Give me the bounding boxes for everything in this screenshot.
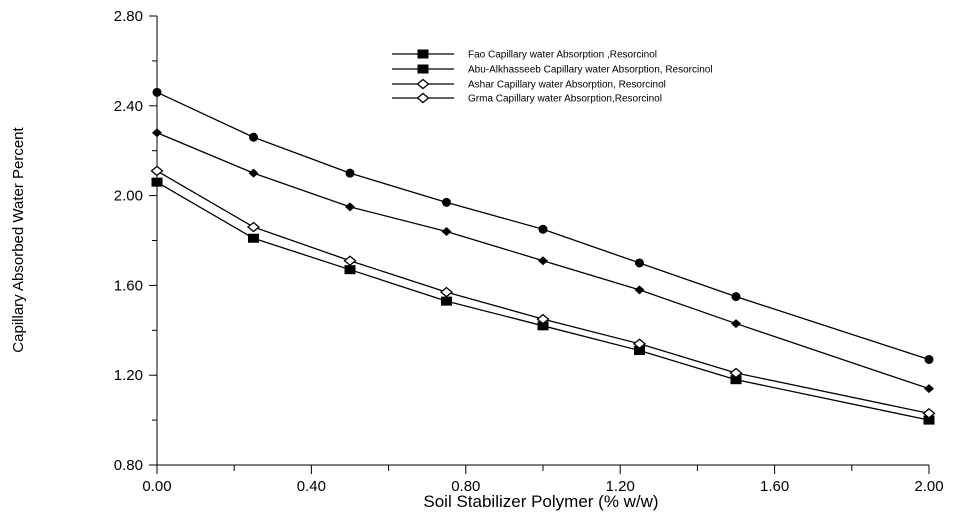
legend-item: Fao Capillary water Absorption ,Resorcin…	[392, 49, 657, 61]
data-point	[441, 227, 452, 237]
y-tick-label: 0.80	[114, 457, 143, 474]
y-tick-label: 2.00	[114, 188, 143, 205]
data-point	[345, 202, 355, 212]
y-tick-label: 1.20	[114, 367, 143, 384]
data-point	[922, 408, 936, 419]
legend-marker	[417, 49, 429, 59]
x-tick-label: 2.00	[914, 478, 943, 495]
data-point	[344, 265, 356, 275]
data-point	[730, 375, 742, 385]
legend-label: Abu-Alkhasseeb Capillary water Absorptio…	[468, 65, 713, 76]
legend-item: Abu-Alkhasseeb Capillary water Absorptio…	[392, 64, 713, 76]
data-point	[536, 313, 550, 325]
data-point	[923, 415, 935, 425]
data-point	[248, 233, 259, 243]
data-point	[634, 346, 645, 356]
data-point	[634, 285, 645, 295]
legend: Fao Capillary water Absorption ,Resorcin…	[392, 49, 713, 105]
series-3	[152, 128, 934, 394]
data-point	[442, 197, 451, 207]
x-tick-label: 1.60	[760, 478, 789, 495]
legend-label: Grma Capillary water Absorption,Resorcin…	[468, 94, 662, 105]
series-layer	[150, 87, 936, 425]
legend-item: Grma Capillary water Absorption,Resorcin…	[392, 92, 662, 105]
data-point	[441, 296, 452, 306]
x-tick-label: 1.20	[606, 478, 635, 495]
data-point	[924, 354, 934, 364]
legend-marker	[416, 78, 430, 90]
legend-marker	[416, 92, 430, 104]
x-tick-label: 0.80	[451, 478, 480, 495]
data-point	[345, 168, 355, 178]
series-line	[156, 91, 930, 361]
data-point	[632, 338, 647, 350]
series-4	[152, 87, 934, 364]
series-line	[156, 170, 930, 415]
data-point	[538, 256, 548, 266]
y-axis-title: Capillary Absorbed Water Percent	[10, 126, 27, 352]
legend-item: Ashar Capillary water Absorption, Resorc…	[392, 78, 666, 91]
data-point	[731, 292, 741, 302]
legend-marker	[417, 64, 429, 74]
axes: 0.80 1.20 1.60 2.00 2.40 2.80 0.00 0.40 0.80 1.20…	[114, 8, 944, 495]
legend-label: Fao Capillary water Absorption ,Resorcin…	[468, 50, 657, 61]
x-tick-label: 0.40	[297, 478, 326, 495]
data-point	[152, 128, 162, 138]
data-point	[249, 132, 258, 142]
series-1	[151, 177, 935, 425]
data-point	[152, 87, 162, 97]
data-point	[538, 224, 548, 234]
data-point	[343, 255, 357, 267]
data-point	[537, 321, 549, 331]
data-point	[151, 177, 163, 187]
data-point	[150, 165, 164, 177]
series-line	[156, 132, 930, 390]
data-point	[635, 258, 644, 268]
data-point	[729, 367, 743, 379]
data-point	[924, 384, 934, 394]
x-tick-label: 0.00	[142, 478, 171, 495]
data-point	[731, 319, 741, 329]
series-2	[150, 165, 936, 419]
y-tick-label: 1.60	[114, 277, 143, 294]
y-tick-label: 2.40	[114, 98, 143, 115]
data-point	[439, 286, 454, 298]
data-point	[246, 221, 261, 233]
data-point	[248, 168, 259, 178]
x-axis-title: Soil Stabilizer Polymer (% w/w)	[423, 492, 658, 511]
y-tick-label: 2.80	[114, 8, 143, 25]
legend-label: Ashar Capillary water Absorption, Resorc…	[468, 80, 666, 91]
series-line	[156, 181, 930, 421]
